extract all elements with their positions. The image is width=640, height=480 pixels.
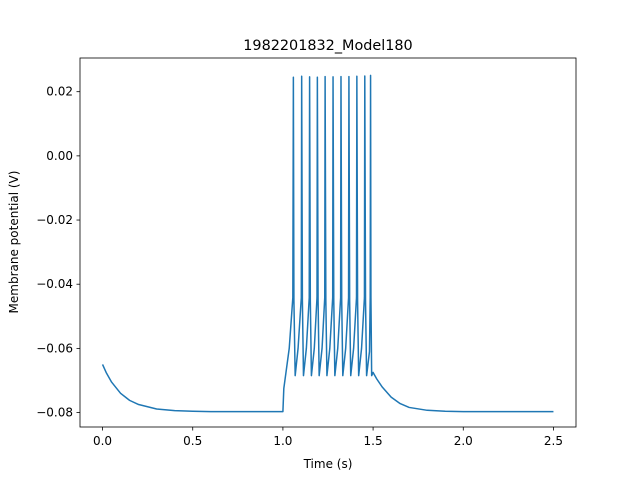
- y-axis-label: Membrane potential (V): [7, 171, 21, 314]
- y-tick-label: 0.00: [46, 149, 73, 163]
- x-ticks: 0.0 0.5 1.0 1.5 2.0 2.5: [93, 427, 563, 448]
- chart-title: 1982201832_Model180: [243, 38, 412, 54]
- y-tick-label: −0.08: [36, 406, 73, 420]
- y-tick-label: 0.02: [46, 85, 73, 99]
- x-tick-label: 1.5: [364, 434, 383, 448]
- plot-frame: [79, 57, 577, 428]
- x-tick-label: 0.5: [183, 434, 202, 448]
- series-line-0: [101, 74, 554, 413]
- x-tick-label: 1.0: [273, 434, 292, 448]
- line-layer: [101, 74, 554, 413]
- x-tick-label: 0.0: [93, 434, 112, 448]
- x-axis-label: Time (s): [303, 457, 353, 471]
- x-tick-label: 2.0: [454, 434, 473, 448]
- y-tick-label: −0.06: [36, 341, 73, 355]
- y-tick-label: −0.04: [36, 277, 73, 291]
- y-ticks: −0.08 −0.06 −0.04 −0.02 0.00 0.02: [36, 85, 80, 420]
- y-tick-label: −0.02: [36, 213, 73, 227]
- x-tick-label: 2.5: [544, 434, 563, 448]
